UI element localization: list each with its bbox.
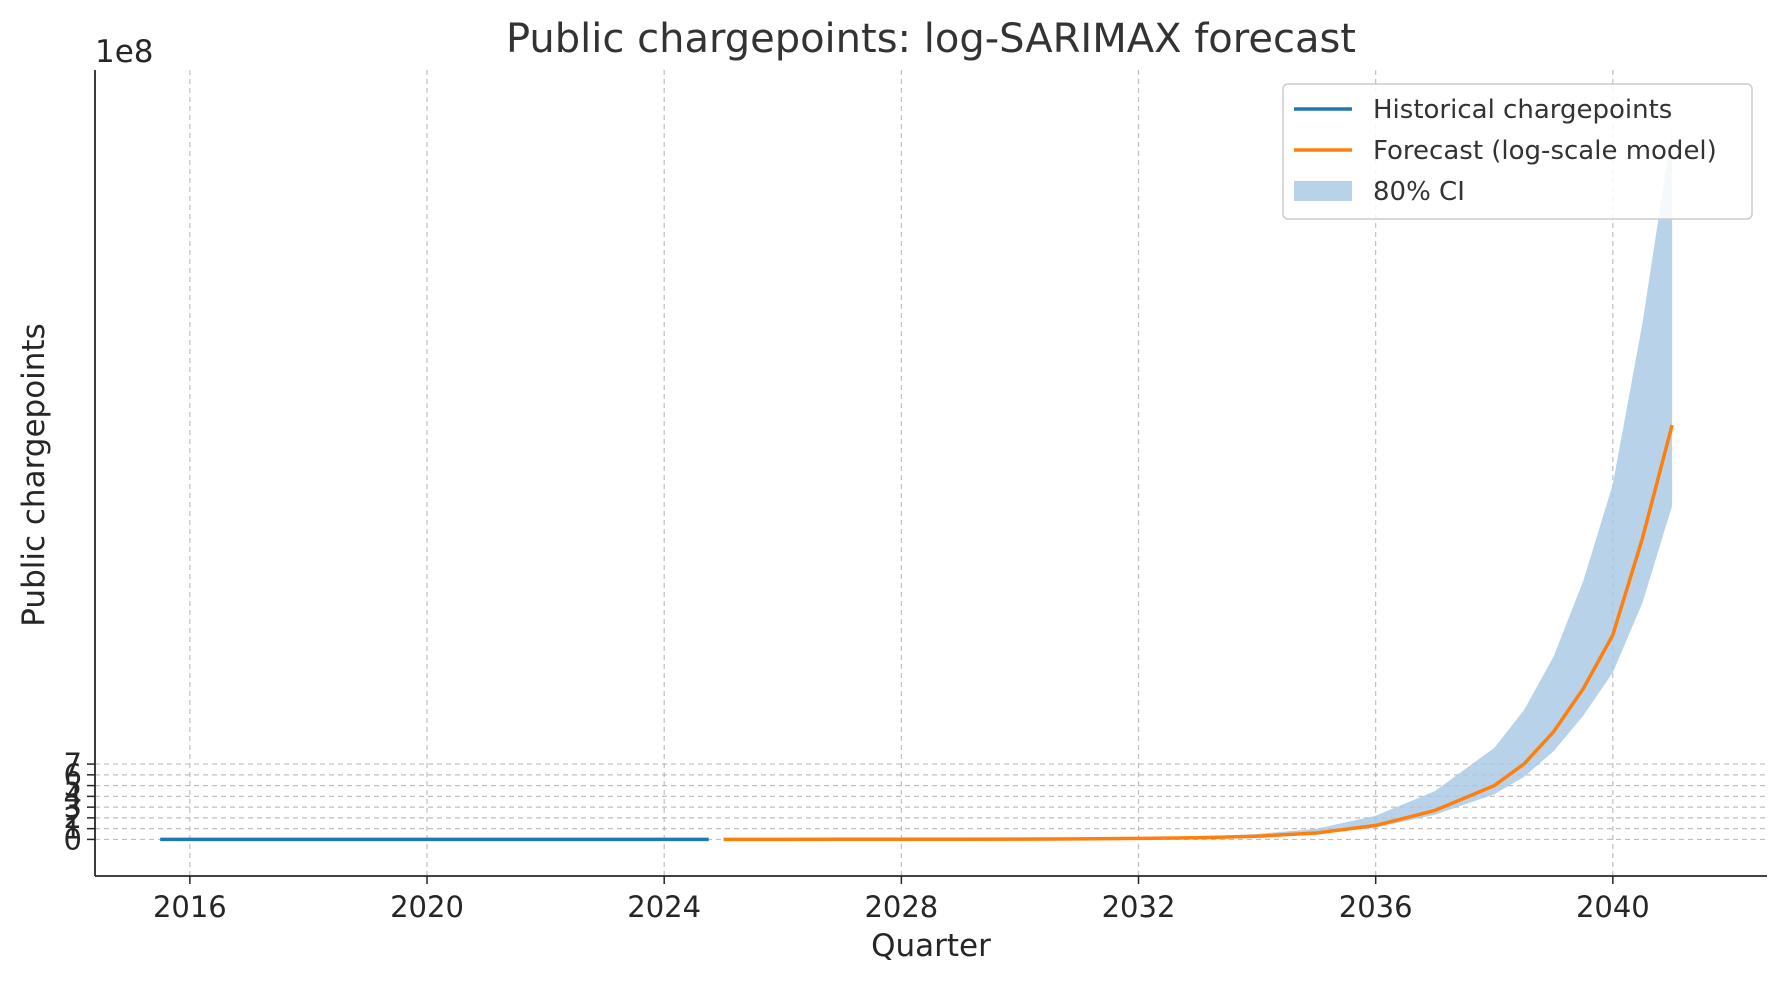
forecast-series-line [723,424,1674,842]
x-tick-label: 2036 [1339,890,1413,924]
legend-label-historical: Historical chargepoints [1373,95,1672,125]
y-tick-label: 6 [64,758,82,792]
y-tick-label: 4 [64,779,82,813]
y-tick-label: 5 [64,769,82,803]
y-tick-label: 7 [64,747,82,781]
x-tick-label: 2024 [627,890,701,924]
x-tick-label: 2032 [1102,890,1176,924]
x-tick-label: 2028 [864,890,938,924]
legend: Historical chargepoints Forecast (log-sc… [1282,83,1753,220]
legend-swatch-ci [1294,181,1352,201]
x-tick-label: 2020 [390,890,464,924]
series-layer [160,424,1674,842]
axes [87,70,1767,884]
y-tick-label: 2 [64,801,82,835]
confidence-band-layer [723,129,1673,840]
y-tick-label: 1 [64,812,82,846]
x-axis-label: Quarter [871,928,991,964]
y-axis-offset-label: 1e8 [95,34,154,70]
x-tick-label: 2016 [153,890,227,924]
chart-title: Public chargepoints: log-SARIMAX forecas… [506,16,1356,62]
ci-band [723,129,1673,840]
x-tick-label: 2040 [1576,890,1650,924]
legend-label-forecast: Forecast (log-scale model) [1373,136,1717,166]
y-tick-label: 3 [64,790,82,824]
legend-label-ci: 80% CI [1373,177,1465,207]
y-tick-label: 0 [64,822,82,856]
y-axis-label: Public chargepoints [16,323,52,626]
legend-frame [1282,83,1753,220]
